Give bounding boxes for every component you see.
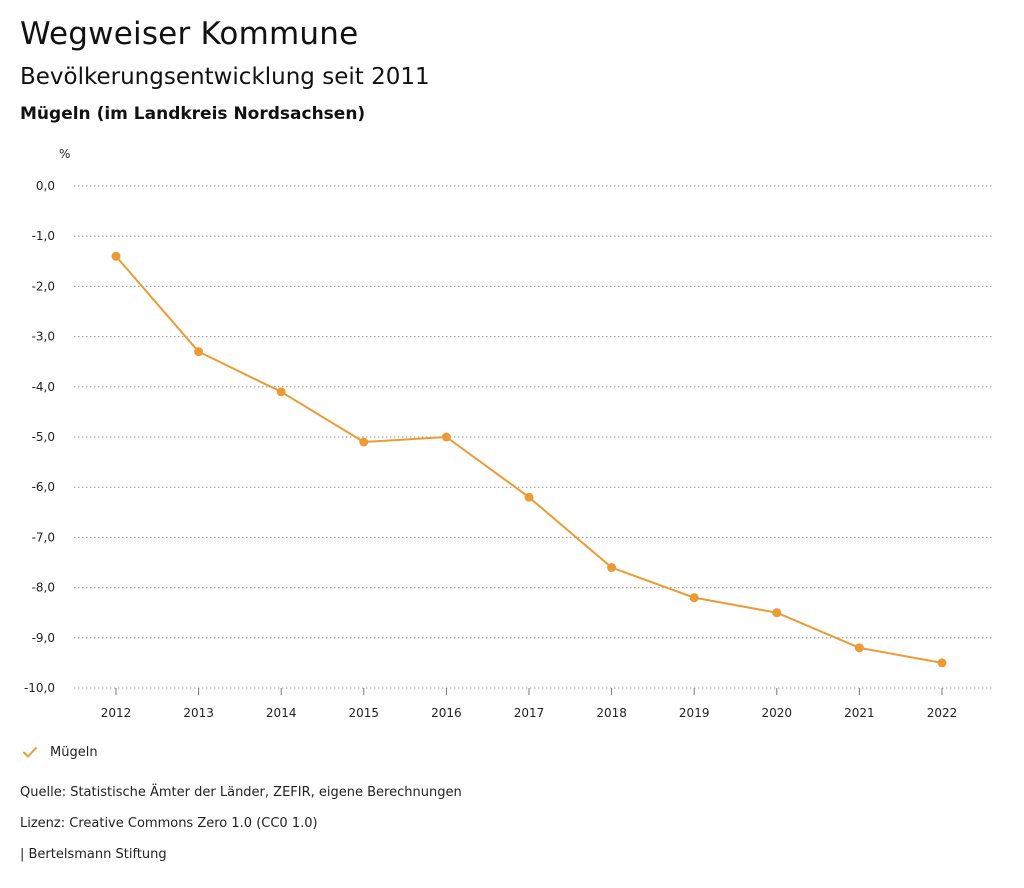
y-axis-unit-label: %	[59, 147, 70, 161]
page-subtitle: Bevölkerungsentwicklung seit 2011	[20, 64, 430, 90]
x-tick-label: 2018	[596, 706, 627, 720]
data-point	[607, 563, 617, 573]
data-point	[772, 608, 782, 618]
page-title: Wegweiser Kommune	[20, 16, 359, 52]
x-tick-label: 2013	[183, 706, 214, 720]
data-point	[524, 492, 534, 502]
x-tick-label: 2017	[514, 706, 545, 720]
y-tick-label: -7,0	[32, 530, 55, 544]
data-point	[194, 347, 204, 357]
x-tick-label: 2015	[349, 706, 380, 720]
y-tick-label: -10,0	[24, 681, 55, 695]
y-tick-label: -4,0	[32, 380, 55, 394]
y-tick-label: -8,0	[32, 581, 55, 595]
data-point	[276, 387, 286, 397]
y-tick-label: -2,0	[32, 279, 55, 293]
source-note: Quelle: Statistische Ämter der Länder, Z…	[20, 785, 462, 800]
check-icon	[23, 747, 37, 758]
chart-legend[interactable]: Mügeln	[22, 744, 98, 760]
y-tick-label: 0,0	[36, 179, 55, 193]
y-tick-label: -1,0	[32, 229, 55, 243]
legend-label: Mügeln	[50, 744, 98, 760]
publisher-note: | Bertelsmann Stiftung	[20, 847, 167, 862]
y-tick-label: -6,0	[32, 480, 55, 494]
license-note: Lizenz: Creative Commons Zero 1.0 (CC0 1…	[20, 816, 318, 831]
data-point	[359, 437, 369, 447]
x-tick-label: 2021	[844, 706, 875, 720]
y-tick-label: -3,0	[32, 330, 55, 344]
chart-area: % 0,0 -1,0 -2,0 -3,0 -4,0 -5,0 -6,0 -7,0 -8,0 -9,0…	[0, 138, 1024, 738]
data-point	[689, 593, 699, 603]
data-point	[111, 251, 121, 261]
x-tick-label: 2016	[431, 706, 462, 720]
x-tick-label: 2022	[927, 706, 958, 720]
y-tick-label: -5,0	[32, 430, 55, 444]
region-label: Mügeln (im Landkreis Nordsachsen)	[20, 104, 366, 124]
x-tick-label: 2014	[266, 706, 297, 720]
x-tick-label: 2020	[762, 706, 793, 720]
data-point	[937, 658, 947, 668]
x-tick-label: 2019	[679, 706, 710, 720]
data-point	[441, 432, 451, 442]
x-tick-label: 2012	[101, 706, 132, 720]
series-line	[115, 255, 943, 664]
data-point	[854, 643, 864, 653]
line-chart: % 0,0 -1,0 -2,0 -3,0 -4,0 -5,0 -6,0 -7,0 -8,0 -9,0…	[24, 147, 994, 720]
y-tick-label: -9,0	[32, 631, 55, 645]
